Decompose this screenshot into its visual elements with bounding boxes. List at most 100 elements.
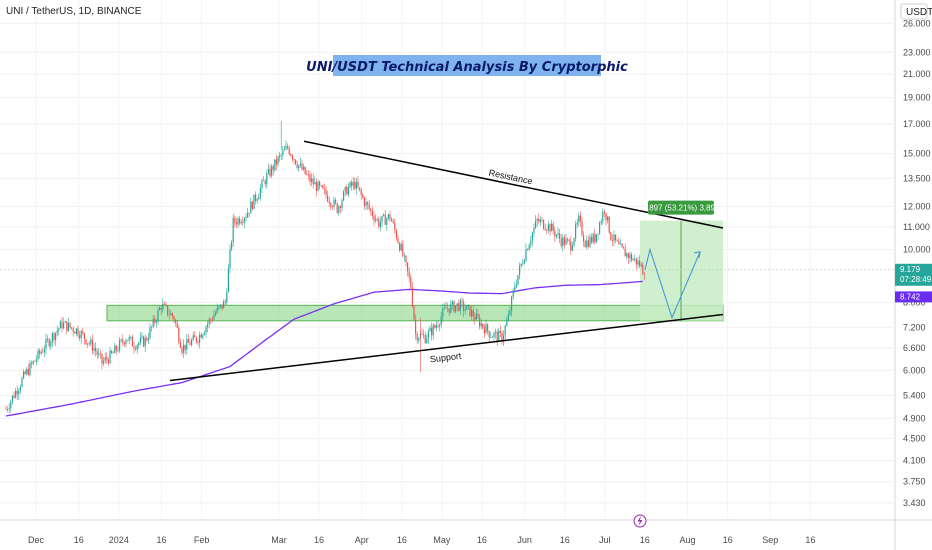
candle: [327, 190, 329, 203]
candle: [27, 363, 29, 377]
candle: [240, 219, 242, 225]
candle: [463, 298, 465, 317]
candle: [344, 186, 346, 197]
candle: [429, 325, 431, 332]
candle: [629, 251, 631, 263]
target-label: 3.897 (53.21%) 3,897: [643, 204, 720, 213]
candle: [378, 216, 380, 230]
time-tick-label: 16: [640, 535, 650, 545]
candle: [263, 176, 265, 182]
candle: [354, 177, 356, 191]
candle: [570, 236, 572, 256]
candle: [426, 334, 428, 344]
candle: [522, 258, 524, 266]
candle: [111, 349, 113, 355]
time-axis-ticks: Dec 16 2024 16 Feb Mar 16 Apr 16 May 16 Jun 16 Jul 16 A…: [28, 535, 815, 545]
candle: [503, 330, 505, 346]
candle: [245, 213, 247, 223]
candle: [602, 208, 604, 226]
currency-badge-box[interactable]: [900, 3, 928, 20]
candle: [451, 300, 453, 310]
price-tick-label: 23.000: [903, 47, 931, 57]
candle: [453, 300, 455, 313]
candle: [533, 223, 535, 238]
candle: [277, 155, 279, 167]
candle: [480, 318, 482, 330]
candle: [557, 227, 559, 239]
candle: [402, 239, 404, 258]
candle: [151, 325, 153, 332]
lightning-icon[interactable]: [633, 514, 647, 528]
candle: [67, 317, 69, 332]
time-tick-label: Dec: [28, 535, 45, 545]
candle: [31, 360, 33, 369]
candle: [103, 356, 105, 366]
candle: [295, 159, 297, 166]
candle: [48, 337, 50, 349]
price-tick-label: 7.200: [903, 322, 926, 332]
candle: [594, 228, 596, 245]
candle: [24, 369, 26, 375]
candle: [224, 298, 226, 306]
price-tick-label: 4.900: [903, 413, 926, 423]
candle: [175, 318, 177, 327]
candle: [167, 305, 169, 317]
candle: [523, 258, 525, 265]
candle: [459, 298, 461, 316]
candle: [35, 355, 37, 365]
support-label: Support: [429, 351, 462, 365]
candle: [509, 306, 511, 317]
candle: [248, 212, 250, 218]
candle: [200, 332, 202, 339]
candle: [66, 321, 68, 335]
candle: [117, 346, 119, 353]
candle: [371, 206, 373, 220]
candle: [368, 199, 370, 212]
candle: [331, 204, 333, 210]
candle: [279, 152, 281, 162]
candle: [423, 329, 425, 339]
candle: [603, 209, 605, 218]
candle: [407, 262, 409, 277]
candle: [7, 406, 9, 413]
price-tick-label: 4.100: [903, 456, 926, 466]
candle: [304, 166, 306, 175]
candle: [618, 237, 620, 245]
candle: [549, 223, 551, 237]
candle: [435, 320, 437, 332]
support-line[interactable]: [169, 313, 724, 382]
candle: [335, 197, 337, 206]
candle: [8, 403, 10, 413]
candle: [74, 330, 76, 334]
candle: [439, 323, 441, 332]
candle: [282, 145, 284, 160]
candle: [39, 347, 41, 359]
candle: [584, 239, 586, 248]
candle: [234, 215, 236, 228]
candle: [632, 257, 634, 261]
candle: [79, 330, 81, 341]
candle: [487, 323, 489, 335]
currency-badge[interactable]: USDT: [906, 7, 932, 18]
candle: [595, 234, 597, 244]
candle: [571, 241, 573, 252]
candle: [296, 160, 298, 170]
candle: [397, 234, 399, 244]
time-tick-label: 16: [477, 535, 487, 545]
price-tick-label: 17.000: [903, 119, 931, 129]
candle: [264, 178, 266, 188]
projection-arrowhead: [693, 251, 701, 258]
candle: [272, 164, 274, 176]
candle: [634, 254, 636, 262]
candle: [450, 300, 452, 314]
price-tick-label: 4.500: [903, 434, 926, 444]
candle: [205, 325, 207, 338]
candle: [88, 341, 90, 347]
candle: [442, 303, 444, 323]
candle: [298, 164, 300, 172]
candle: [131, 334, 133, 347]
candle: [15, 388, 17, 399]
candle: [183, 339, 185, 359]
